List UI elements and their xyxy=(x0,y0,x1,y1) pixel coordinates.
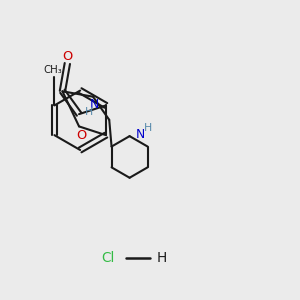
Text: H: H xyxy=(157,251,167,266)
Text: N: N xyxy=(135,128,145,141)
Text: O: O xyxy=(76,129,86,142)
Text: Cl: Cl xyxy=(102,251,115,266)
Text: CH₃: CH₃ xyxy=(44,65,62,75)
Text: N: N xyxy=(90,98,99,111)
Text: H: H xyxy=(144,123,152,133)
Text: H: H xyxy=(85,107,94,117)
Text: O: O xyxy=(62,50,73,64)
